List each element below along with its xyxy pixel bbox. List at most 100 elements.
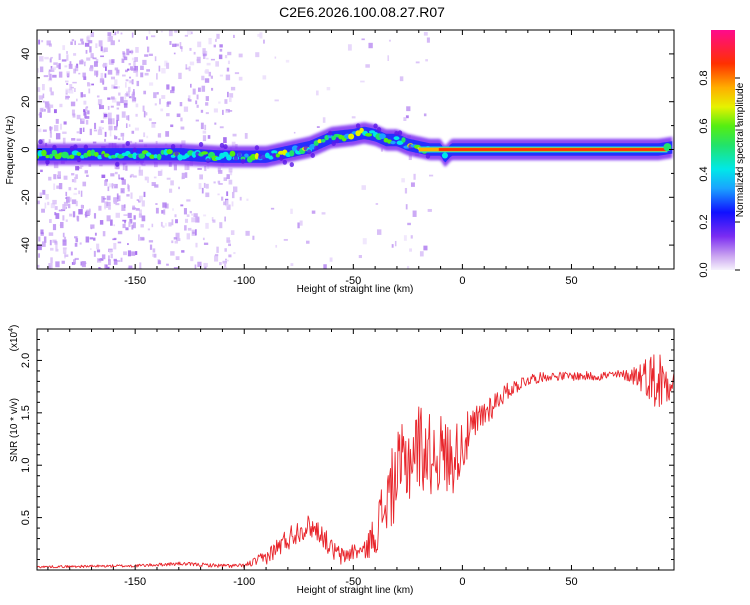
- spectrogram-noise-cell: [50, 247, 54, 251]
- spectrogram-noise-cell: [174, 240, 178, 244]
- snr-x-tick-label: 50: [565, 576, 577, 588]
- spectrogram-noise-cell: [37, 200, 40, 205]
- spectrogram-noise-cell: [375, 203, 379, 205]
- spectrogram-noise-cell: [159, 98, 161, 105]
- spectrogram-noise-cell: [146, 69, 151, 72]
- spectrogram-side-blob: [205, 158, 211, 164]
- spectrogram-noise-cell: [229, 170, 233, 176]
- spectrogram-noise-cell: [104, 138, 107, 142]
- spectrogram-noise-cell: [75, 166, 80, 171]
- spectrogram-noise-cell: [46, 40, 51, 46]
- spectrogram-noise-cell: [185, 67, 190, 70]
- spectrogram-noise-cell: [143, 132, 146, 138]
- spectrogram-noise-cell: [219, 74, 223, 77]
- spectrogram-noise-cell: [202, 135, 207, 142]
- spectrogram-noise-cell: [133, 69, 137, 73]
- spectrogram-noise-cell: [96, 95, 100, 98]
- spectrogram-noise-cell: [189, 210, 192, 214]
- spectrogram-noise-cell: [211, 217, 214, 221]
- spectrogram-noise-cell: [190, 256, 194, 262]
- spectrogram-noise-cell: [42, 100, 45, 103]
- spectrogram-side-blob: [310, 152, 315, 158]
- spectrogram-noise-cell: [65, 88, 70, 94]
- spectrogram-noise-cell: [56, 64, 59, 68]
- spectrogram-ridge-blob: [401, 137, 406, 143]
- spectrogram-noise-cell: [226, 67, 230, 72]
- spectrogram-noise-cell: [113, 125, 118, 131]
- spectrogram-noise-cell: [160, 30, 163, 33]
- spectrogram-noise-cell: [208, 71, 212, 77]
- spectrogram-noise-cell: [157, 133, 162, 138]
- spectrogram-noise-cell: [274, 56, 277, 59]
- spectrogram-noise-cell: [186, 233, 191, 240]
- spectrogram-noise-cell: [117, 241, 122, 244]
- spectrogram-noise-cell: [105, 264, 108, 269]
- spectrogram-noise-cell: [42, 93, 45, 99]
- spectrogram-noise-cell: [71, 109, 75, 116]
- spectrogram-noise-cell: [98, 40, 103, 47]
- spectrogram-noise-cell: [112, 118, 115, 125]
- spectrogram-noise-cell: [116, 69, 120, 74]
- spectrogram-noise-cell: [230, 86, 236, 91]
- spectrogram-noise-cell: [306, 240, 310, 244]
- spectrogram-noise-cell: [195, 216, 200, 223]
- spectrogram-y-tick-label: 20: [20, 96, 32, 108]
- spectrogram-noise-cell: [69, 197, 72, 202]
- spectrogram-noise-cell: [96, 71, 98, 78]
- spectrogram-noise-cell: [127, 267, 131, 269]
- spectrogram-noise-cell: [108, 259, 111, 266]
- spectrogram-ridge-layer: [37, 122, 673, 168]
- spectrogram-noise-cell: [127, 68, 130, 71]
- spectrogram-y-label: Frequency (Hz): [5, 116, 16, 185]
- spectrogram-noise-cell: [179, 42, 182, 48]
- spectrogram-ridge-blob: [41, 149, 47, 157]
- spectrogram-noise-cell: [135, 47, 139, 53]
- spectrogram-line-core: [438, 148, 668, 151]
- spectrogram-noise-cell: [135, 208, 140, 211]
- spectrogram-noise-cell: [403, 117, 407, 121]
- spectrogram-noise-cell: [83, 110, 87, 116]
- spectrogram-noise-cell: [68, 187, 72, 191]
- spectrogram-noise-cell: [111, 97, 117, 103]
- spectrogram-noise-cell: [125, 79, 129, 82]
- spectrogram-noise-cell: [65, 206, 67, 209]
- spectrogram-noise-cell: [179, 102, 183, 107]
- spectrogram-noise-cell: [361, 185, 366, 190]
- spectrogram-noise-cell: [224, 99, 228, 104]
- spectrogram-noise-cell: [53, 62, 58, 65]
- spectrogram-noise-cell: [165, 131, 170, 137]
- spectrogram-noise-cell: [62, 45, 66, 51]
- spectrogram-noise-cell: [135, 103, 139, 108]
- spectrogram-noise-cell: [219, 222, 223, 229]
- spectrogram-noise-cell: [74, 65, 79, 72]
- spectrogram-noise-cell: [122, 136, 124, 141]
- spectrogram-noise-cell: [53, 109, 57, 114]
- spectrogram-ridge-blob: [226, 154, 232, 161]
- spectrogram-noise-cell: [43, 75, 49, 78]
- spectrogram-noise-cell: [62, 215, 65, 221]
- spectrogram-noise-cell: [114, 136, 118, 140]
- spectrogram-side-blob: [258, 154, 263, 160]
- spectrogram-noise-cell: [38, 253, 40, 258]
- spectrogram-noise-cell: [107, 69, 113, 75]
- spectrogram-noise-cell: [173, 52, 176, 55]
- spectrogram-noise-cell: [405, 115, 409, 119]
- spectrogram-noise-cell: [82, 181, 87, 187]
- spectrogram-noise-cell: [47, 107, 51, 113]
- spectrogram-ridge-blob: [368, 130, 376, 134]
- spectrogram-noise-cell: [146, 36, 148, 40]
- spectrogram-noise-cell: [55, 261, 60, 268]
- colorbar: 0.0 0.2 0.4 0.6 0.8 Normalized spectral ampl…: [698, 30, 746, 278]
- spectrogram-noise-cell: [59, 224, 64, 227]
- spectrogram-x-axis: -150 -100 -50 0 50: [47, 30, 660, 287]
- spectrogram-noise-cell: [118, 92, 121, 96]
- snr-background: [37, 329, 674, 570]
- spectrogram-noise-cell: [255, 52, 260, 58]
- spectrogram-side-blob: [279, 155, 284, 161]
- spectrogram-side-blob: [314, 145, 319, 151]
- spectrogram-noise-cell: [144, 54, 149, 57]
- snr-x-tick-label: -100: [233, 576, 255, 588]
- spectrogram-noise-cell: [172, 208, 174, 211]
- spectrogram-noise-cell: [42, 129, 47, 132]
- spectrogram-noise-cell: [50, 68, 55, 72]
